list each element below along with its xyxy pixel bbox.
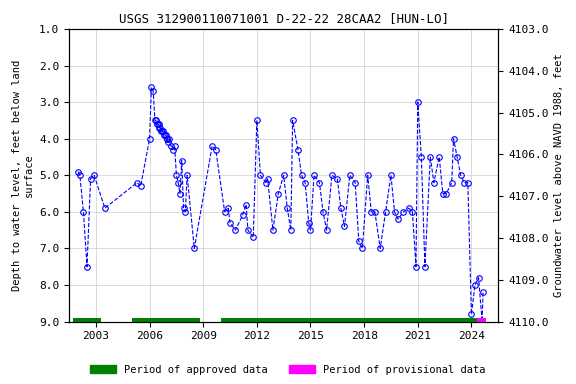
Bar <box>132 318 200 326</box>
Y-axis label: Groundwater level above NAVD 1988, feet: Groundwater level above NAVD 1988, feet <box>554 53 564 297</box>
Bar <box>477 318 486 326</box>
Bar <box>73 318 101 326</box>
Y-axis label: Depth to water level, feet below land
surface: Depth to water level, feet below land su… <box>12 60 33 291</box>
Legend: Period of approved data, Period of provisional data: Period of approved data, Period of provi… <box>86 361 490 379</box>
Bar <box>221 318 477 326</box>
Title: USGS 312900110071001 D-22-22 28CAA2 [HUN-LO]: USGS 312900110071001 D-22-22 28CAA2 [HUN… <box>119 12 449 25</box>
